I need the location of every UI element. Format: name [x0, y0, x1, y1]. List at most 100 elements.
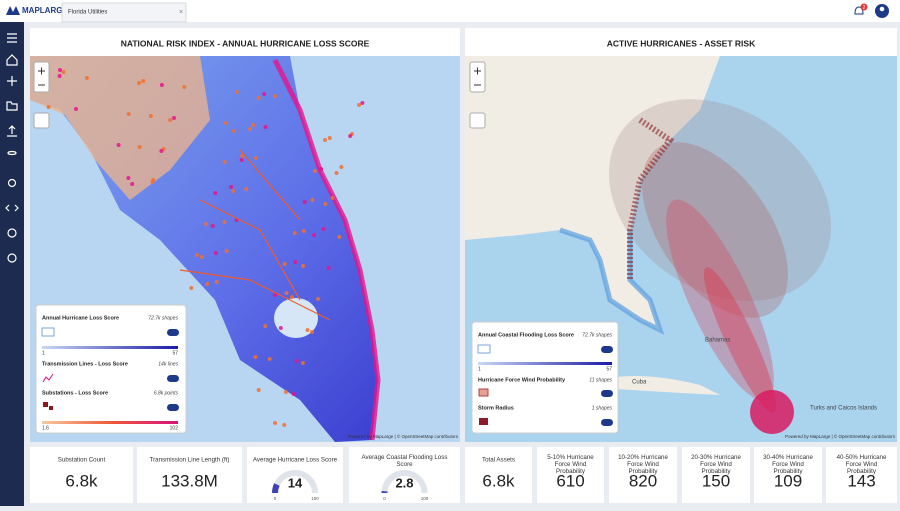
legend-count: 6.8k points	[154, 390, 179, 396]
layer-toggle[interactable]	[167, 375, 179, 382]
legend-count: 14k lines	[158, 361, 178, 367]
layer-toggle[interactable]	[167, 329, 179, 336]
map-dot	[310, 330, 314, 334]
map-dot	[327, 266, 331, 270]
select-tool[interactable]	[470, 113, 485, 128]
map-dot	[215, 280, 219, 284]
map-dot	[316, 297, 320, 301]
layer-toggle[interactable]	[601, 346, 613, 353]
map-dot	[263, 324, 267, 328]
kpi-title: Total Assets	[482, 457, 515, 464]
kpi-value: 133.8M	[161, 471, 218, 490]
map-dot	[213, 191, 217, 195]
map-dot	[231, 189, 235, 193]
map-dot	[204, 222, 208, 226]
legend-swatch	[43, 402, 48, 407]
map-dot	[224, 121, 228, 125]
map-dot	[141, 79, 145, 83]
zoom-control	[34, 62, 49, 92]
map-dot	[257, 388, 261, 392]
map-dot	[195, 253, 199, 257]
map-dot	[229, 185, 233, 189]
legend-layer: Hurricane Force Wind Probability	[478, 377, 566, 383]
map-dot	[293, 231, 297, 235]
map-dot	[302, 229, 306, 233]
map-dot	[283, 262, 287, 266]
map-dot	[85, 76, 89, 80]
kpi-value: 150	[702, 471, 730, 490]
kpi-title: Transmission Line Length (ft)	[150, 457, 230, 464]
kpi-value: 143	[847, 471, 875, 490]
map-dot	[323, 138, 327, 142]
color-ramp	[42, 346, 178, 349]
panel-title: NATIONAL RISK INDEX - ANNUAL HURRICANE L…	[121, 38, 370, 48]
legend-swatch	[479, 418, 488, 425]
kpi-value: 6.8k	[65, 471, 98, 490]
gauge-value: 2.8	[395, 475, 413, 490]
attribution: Powered by MapLarge | © OpenStreetMap co…	[785, 433, 896, 439]
map-dot	[223, 160, 227, 164]
ramp-min: 1	[478, 366, 481, 372]
gauge-value: 14	[288, 475, 303, 490]
map-dot	[337, 235, 341, 239]
map-dot	[339, 165, 343, 169]
map-dot	[62, 70, 66, 74]
tab-label: Florida Utilities	[68, 10, 107, 16]
map-dot	[58, 68, 62, 72]
user-avatar-head	[880, 7, 885, 12]
legend-layer: Transmission Lines - Loss Score	[42, 361, 128, 367]
kpi-value: 820	[629, 471, 657, 490]
map-dot	[279, 326, 283, 330]
map-dot	[284, 390, 288, 394]
gauge-max: 100	[421, 496, 429, 501]
legend-layer: Substations - Loss Score	[42, 390, 108, 396]
map-dot	[47, 105, 51, 109]
kpi-value: 610	[556, 471, 584, 490]
map-dot	[264, 125, 268, 129]
map-dot	[328, 136, 332, 140]
color-ramp	[478, 362, 612, 365]
tab-close[interactable]: ×	[179, 9, 183, 16]
map-dot	[248, 127, 252, 131]
ramp-min: 1	[42, 350, 45, 356]
layer-toggle[interactable]	[601, 390, 613, 397]
map-dot	[293, 260, 297, 264]
map-dot	[257, 96, 261, 100]
map-dot	[126, 176, 130, 180]
place-label: Cuba	[632, 380, 647, 386]
kpi-value: 6.8k	[482, 471, 515, 490]
legend-layer: Annual Hurricane Loss Score	[42, 315, 119, 321]
ramp-max: 57	[606, 366, 612, 372]
place-label: Bahamas	[705, 338, 730, 344]
logo: MAPLARGE	[22, 6, 68, 15]
map-dot	[357, 103, 361, 107]
map-dot	[168, 118, 172, 122]
map-dot	[348, 134, 352, 138]
place-label: Turks and Caicos Islands	[810, 406, 877, 412]
map-dot	[223, 220, 227, 224]
map-dot	[321, 227, 325, 231]
select-tool[interactable]	[34, 113, 49, 128]
kpi-value: 109	[774, 471, 802, 490]
legend-count: 1 shapes	[592, 405, 613, 411]
legend-layer: Storm Radius	[478, 405, 514, 411]
legend-swatch	[49, 406, 53, 410]
badge-count: 2	[863, 5, 866, 11]
legend-swatch	[479, 389, 488, 396]
map-dot	[313, 169, 317, 173]
layer-toggle[interactable]	[167, 404, 179, 411]
gauge-max: 100	[311, 496, 319, 501]
map-dot	[290, 295, 294, 299]
map-dot	[214, 251, 218, 255]
map-dot	[127, 112, 131, 116]
map-dot	[160, 83, 164, 87]
layer-toggle[interactable]	[601, 419, 613, 426]
map-dot	[310, 198, 314, 202]
map-dot	[306, 328, 310, 332]
map-dot	[235, 90, 239, 94]
map-dot	[282, 423, 286, 427]
zoom-control	[470, 62, 485, 92]
kpi-title: Average Hurricane Loss Score	[253, 457, 338, 464]
map-dot	[312, 233, 316, 237]
